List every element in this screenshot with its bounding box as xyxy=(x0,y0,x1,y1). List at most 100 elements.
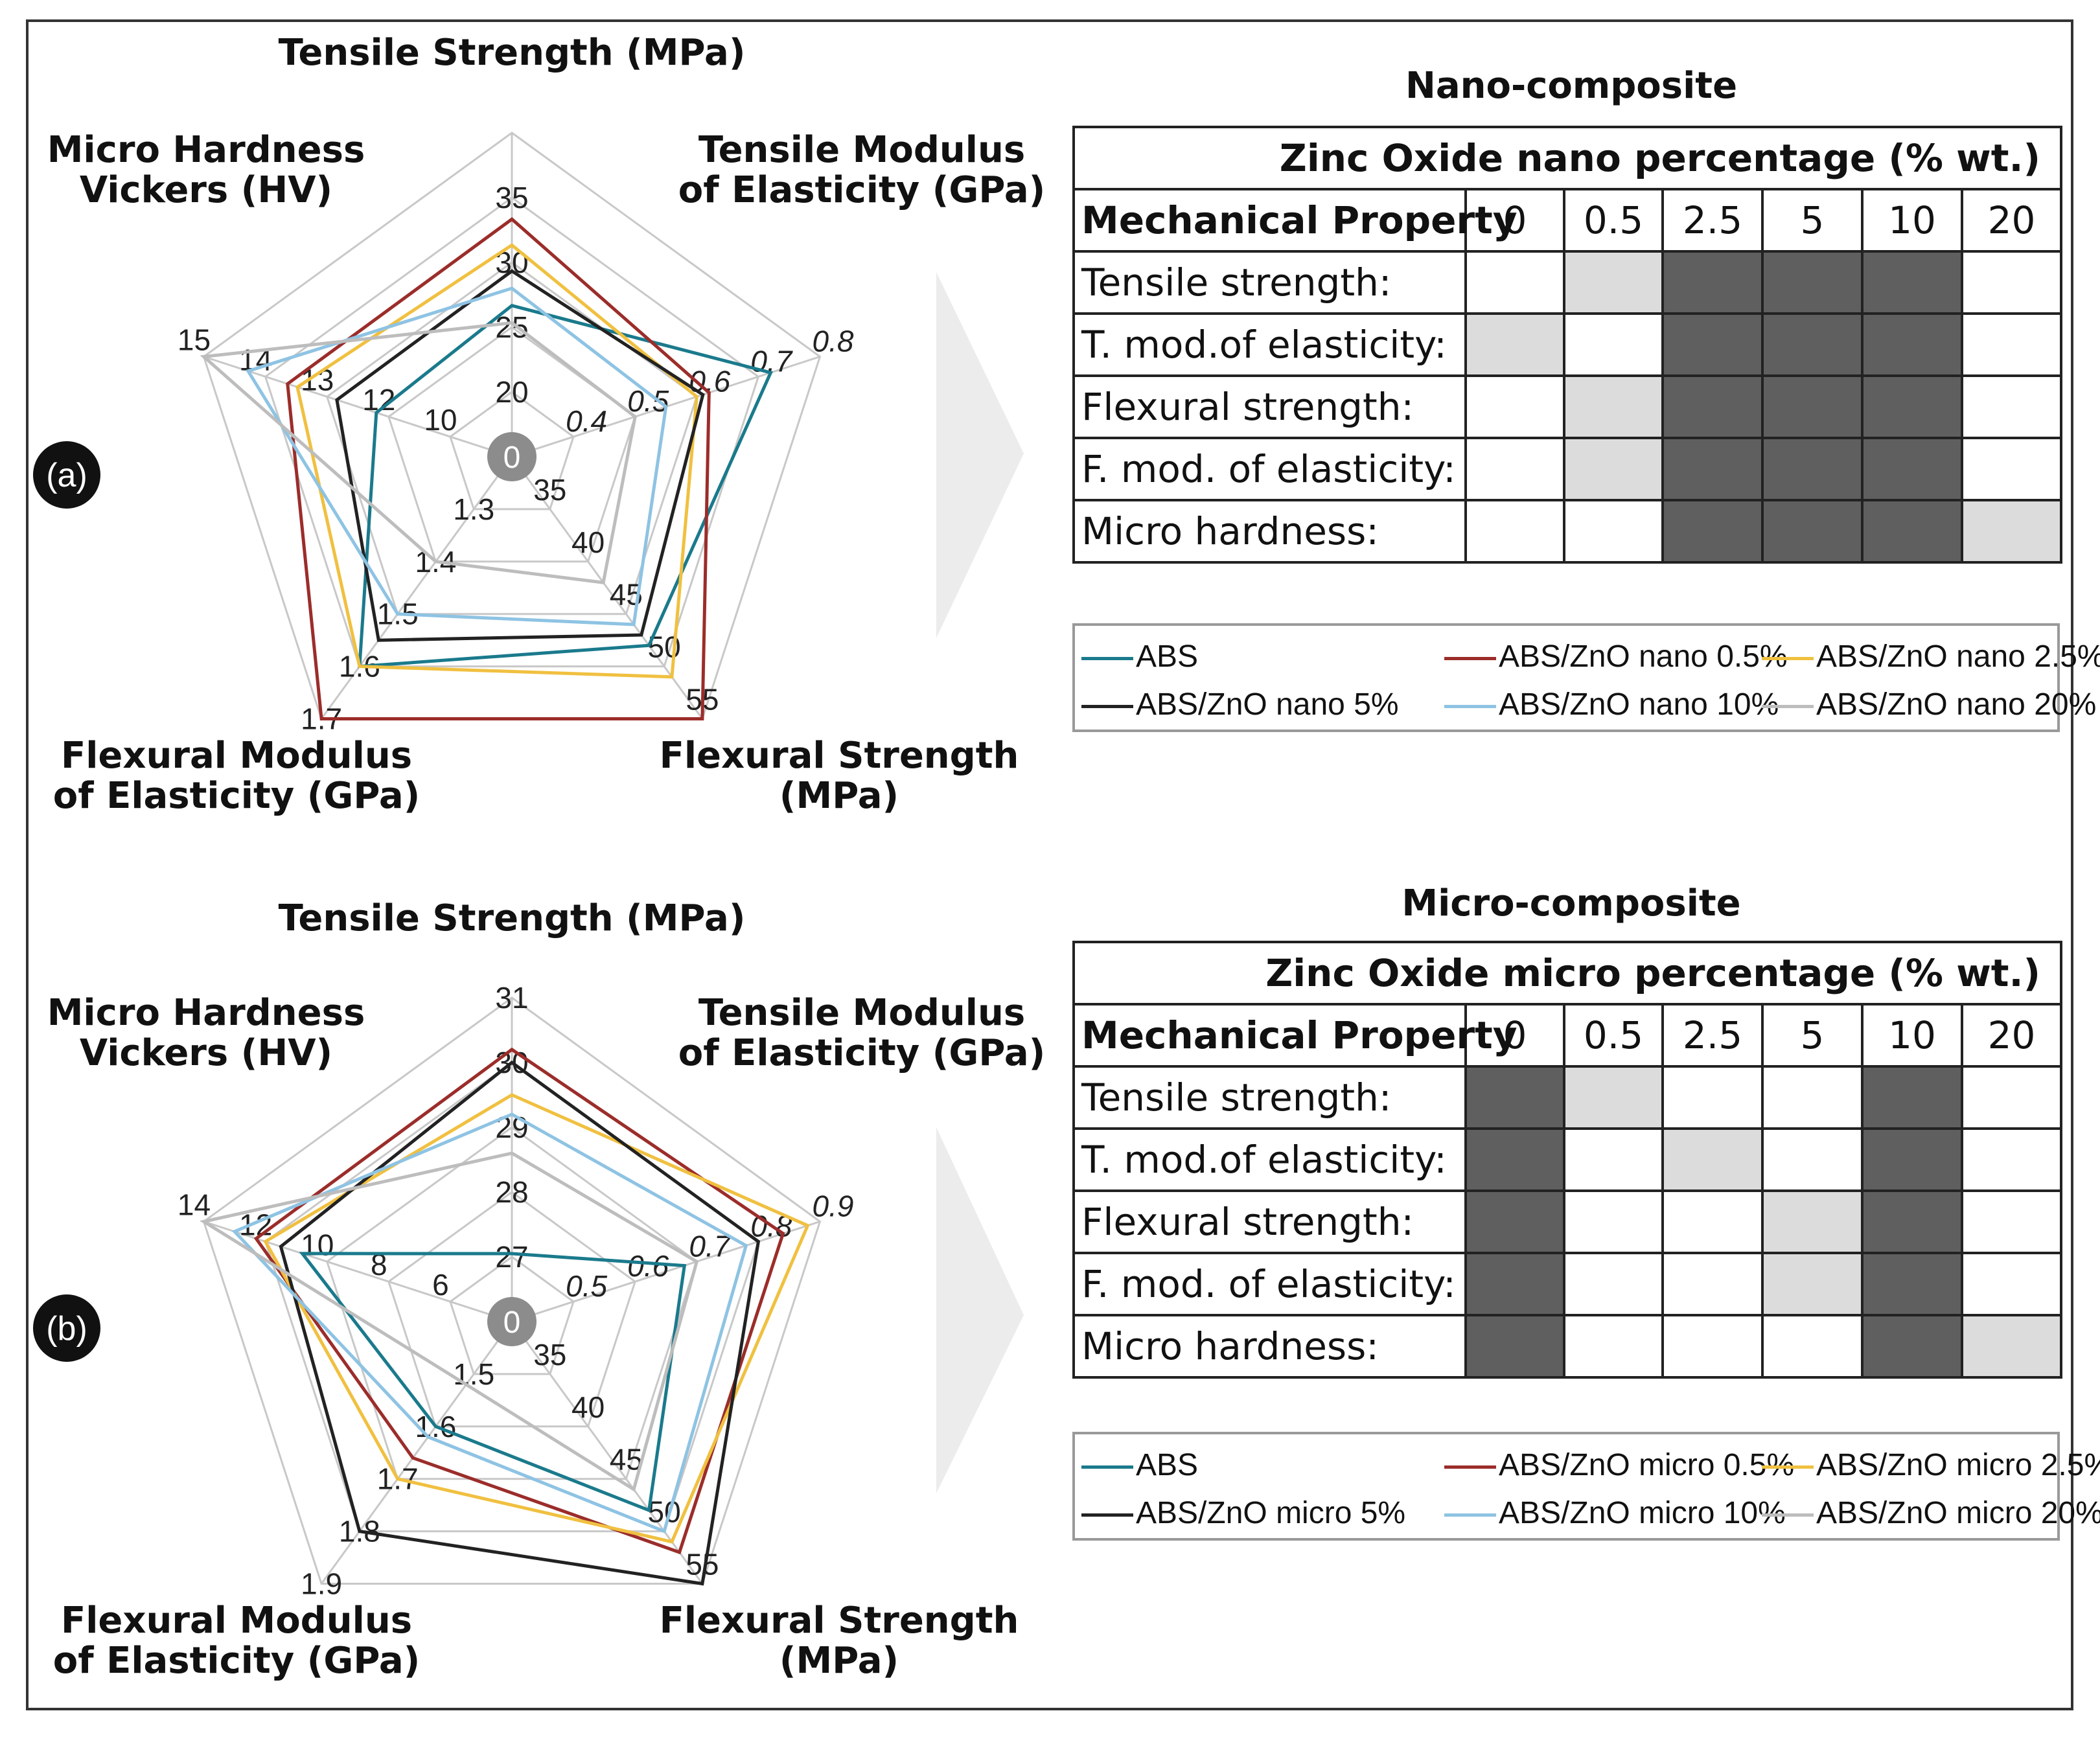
property-label: T. mod.of elasticity: xyxy=(1072,1127,1467,1192)
axis-title: of Elasticity (GPa) xyxy=(53,1640,421,1682)
significance-cell-dark xyxy=(1464,1189,1565,1254)
series-line-abs-zno-micro-10- xyxy=(231,1112,748,1533)
significance-cell-light xyxy=(1761,1189,1863,1254)
property-row: T. mod.of elasticity: xyxy=(1072,1127,2063,1192)
significance-cell-dark xyxy=(1861,1189,1963,1254)
nano-legend: ABS ABS/ZnO nano 0.5% ABS/ZnO nano 2.5% ABS… xyxy=(1072,623,2100,732)
legend-swatch xyxy=(1762,1465,1814,1469)
series-line-abs xyxy=(299,1252,687,1513)
significance-cell-dark xyxy=(1861,312,1963,377)
panel-badge-label: (b) xyxy=(46,1310,87,1348)
grid-ring xyxy=(449,391,575,511)
tick-label: 35 xyxy=(533,473,566,507)
series-line-abs-zno-micro-5- xyxy=(279,1060,761,1586)
nano-col-header: Mechanical Property xyxy=(1072,188,1517,253)
significance-cell-white xyxy=(1960,1252,2063,1316)
legend-label: ABS/ZnO micro 2.5% xyxy=(1816,1448,2100,1482)
legend-swatch xyxy=(1081,1513,1133,1517)
significance-cell-white xyxy=(1661,1252,1764,1316)
legend-item: ABS/ZnO nano 20% xyxy=(1762,687,2096,722)
significance-cell-light xyxy=(1563,250,1664,315)
significance-cell-dark xyxy=(1861,1127,1963,1192)
legend-swatch xyxy=(1762,1513,1814,1517)
nano-pct-2.5: 2.5 xyxy=(1661,188,1764,253)
significance-cell-white xyxy=(1563,499,1664,564)
spoke xyxy=(203,356,513,458)
nano-pct-0.5: 0.5 xyxy=(1563,188,1664,253)
radar-panel-a: 202530350.40.50.60.70.835404550551.31.41… xyxy=(33,32,1045,817)
property-row: Micro hardness: xyxy=(1072,1314,2063,1379)
axis-title: Vickers (HV) xyxy=(80,169,332,211)
significance-cell-dark xyxy=(1861,1252,1963,1316)
micro-table-subtitle: Zinc Oxide micro percentage (% wt.) xyxy=(1072,941,2063,1005)
series-line-abs-zno-micro-2-5- xyxy=(263,1093,810,1544)
legend-swatch xyxy=(1081,1465,1133,1469)
property-row: Tensile strength: xyxy=(1072,1065,2063,1130)
series-line-abs xyxy=(358,303,773,669)
axis-title: Flexural Strength xyxy=(660,735,1019,777)
legend-swatch xyxy=(1081,656,1133,660)
legend-item: ABS/ZnO micro 5% xyxy=(1081,1495,1405,1531)
series-line-abs-zno-micro-0-5- xyxy=(253,1047,785,1555)
significance-cell-white xyxy=(1464,250,1565,315)
significance-cell-white xyxy=(1563,312,1664,377)
property-label: Flexural strength: xyxy=(1072,374,1467,439)
tick-label: 0.5 xyxy=(566,1269,607,1303)
significance-cell-dark xyxy=(1661,437,1764,501)
panel-badge xyxy=(33,1294,100,1362)
tick-label: 14 xyxy=(178,1188,211,1222)
significance-cell-white xyxy=(1563,1189,1664,1254)
series-line-abs-zno-nano-5- xyxy=(335,269,705,642)
arrow-chevron xyxy=(936,272,1024,638)
property-row: Tensile strength: xyxy=(1072,250,2063,315)
significance-cell-light xyxy=(1960,499,2063,564)
property-label: Flexural strength: xyxy=(1072,1189,1467,1254)
micro-pct-20: 20 xyxy=(1960,1003,2063,1068)
axis-title: Tensile Modulus xyxy=(698,129,1025,171)
tick-label: 31 xyxy=(495,981,528,1015)
tick-label: 10 xyxy=(301,1228,334,1261)
legend-swatch xyxy=(1444,1513,1496,1517)
property-label: F. mod. of elasticity: xyxy=(1072,437,1467,501)
tick-label: 0.4 xyxy=(566,404,607,438)
axis-title: of Elasticity (GPa) xyxy=(53,775,421,817)
axis-title: of Elasticity (GPa) xyxy=(678,1032,1046,1074)
nano-pct-0: 0 xyxy=(1464,188,1565,253)
significance-cell-light xyxy=(1563,1065,1664,1130)
micro-table-title: Micro-composite xyxy=(1402,882,1741,925)
property-row: Flexural strength: xyxy=(1072,374,2063,439)
legend-item: ABS/ZnO micro 2.5% xyxy=(1762,1447,2100,1483)
significance-cell-white xyxy=(1960,437,2063,501)
nano-pct-10: 10 xyxy=(1861,188,1963,253)
property-label: Micro hardness: xyxy=(1072,499,1467,564)
tick-label: 45 xyxy=(610,1443,643,1476)
significance-cell-light xyxy=(1661,1127,1764,1192)
micro-header-row: Mechanical Property 0 0.5 2.5 5 10 20 xyxy=(1072,1003,2063,1068)
significance-cell-white xyxy=(1661,1065,1764,1130)
significance-cell-white xyxy=(1761,1065,1863,1130)
significance-cell-dark xyxy=(1761,312,1863,377)
significance-cell-dark xyxy=(1464,1127,1565,1192)
tick-label: 20 xyxy=(495,375,528,409)
tick-label: 10 xyxy=(424,403,457,437)
center-circle xyxy=(487,1297,537,1346)
grid-ring xyxy=(449,1256,575,1375)
significance-cell-light xyxy=(1464,312,1565,377)
tick-label: 14 xyxy=(239,343,272,376)
significance-cell-white xyxy=(1960,250,2063,315)
legend-label: ABS/ZnO nano 2.5% xyxy=(1816,639,2100,674)
legend-label: ABS/ZnO nano 10% xyxy=(1499,687,1779,722)
significance-cell-white xyxy=(1563,1314,1664,1379)
legend-item: ABS/ZnO micro 20% xyxy=(1762,1495,2100,1531)
significance-cell-white xyxy=(1761,1127,1863,1192)
significance-cell-white xyxy=(1960,374,2063,439)
property-row: Flexural strength: xyxy=(1072,1189,2063,1254)
series-line-abs-zno-nano-10- xyxy=(246,286,668,626)
significance-cell-white xyxy=(1761,1314,1863,1379)
significance-cell-dark xyxy=(1464,1314,1565,1379)
legend-swatch xyxy=(1762,704,1814,708)
significance-cell-light xyxy=(1761,1252,1863,1316)
significance-cell-dark xyxy=(1661,250,1764,315)
tick-label: 0.8 xyxy=(813,325,854,358)
significance-cell-white xyxy=(1960,1065,2063,1130)
